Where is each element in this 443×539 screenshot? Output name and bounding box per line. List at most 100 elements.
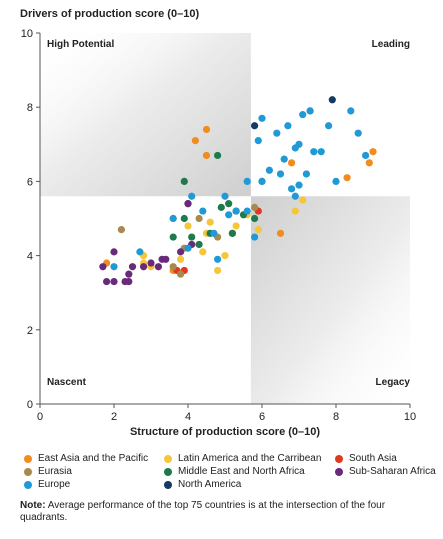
data-point <box>140 263 148 271</box>
data-point <box>188 233 196 241</box>
data-point <box>295 181 303 189</box>
legend-dot-icon <box>164 480 172 489</box>
legend-item-north-america: North America <box>164 479 335 490</box>
legend-row: East Asia and the Pacific Latin America … <box>24 452 434 465</box>
quadrant-shading <box>40 33 410 404</box>
data-point <box>202 151 211 160</box>
data-point <box>184 222 192 230</box>
legend-label: South Asia <box>349 453 397 464</box>
data-point <box>232 222 240 230</box>
data-point <box>221 252 229 260</box>
scatter-chart: 0 2 4 6 8 10 0 2 4 6 8 10 Drivers of production sco… <box>20 8 416 438</box>
legend-row: Eurasia Middle East and North Africa Sub… <box>24 465 436 478</box>
data-point <box>365 159 373 167</box>
legend-dot-icon <box>24 480 32 489</box>
data-point <box>332 177 340 185</box>
data-point <box>210 229 218 237</box>
data-point <box>177 248 185 256</box>
data-point <box>169 233 177 241</box>
data-point <box>225 211 233 219</box>
data-point <box>110 248 118 256</box>
y-tick-label: 8 <box>27 102 33 114</box>
legend-label: Europe <box>38 479 71 490</box>
data-point <box>214 255 222 263</box>
data-point <box>243 177 251 185</box>
quadrant-label-nascent: Nascent <box>47 377 87 388</box>
legend-dot-icon <box>335 454 343 463</box>
data-point <box>306 107 314 115</box>
legend-item-eurasia: Eurasia <box>24 466 164 477</box>
data-point <box>276 229 285 237</box>
data-point <box>243 207 251 215</box>
series-europe <box>110 107 370 271</box>
footnote: Note: Average performance of the top 75 … <box>20 500 430 524</box>
data-point <box>276 170 285 178</box>
legend-dot-icon <box>164 454 172 463</box>
data-point <box>184 200 192 208</box>
axes: 0 2 4 6 8 10 0 2 4 6 8 10 <box>21 28 416 423</box>
x-tick-label: 2 <box>111 411 117 423</box>
legend-label: East Asia and the Pacific <box>38 453 149 464</box>
data-point <box>110 263 118 271</box>
data-point <box>184 244 192 252</box>
quadrant-label-high-potential: High Potential <box>47 39 114 50</box>
data-point <box>180 177 188 185</box>
legend-item-east-asia: East Asia and the Pacific <box>24 453 164 464</box>
data-point <box>254 226 262 234</box>
data-point <box>214 151 222 160</box>
data-point <box>273 129 281 137</box>
data-point <box>154 263 162 271</box>
y-tick-label: 0 <box>27 399 33 411</box>
data-point <box>258 177 266 185</box>
data-point <box>99 263 107 271</box>
data-point <box>225 200 233 208</box>
y-tick-label: 2 <box>27 325 33 337</box>
y-tick-label: 6 <box>27 176 33 188</box>
data-point <box>302 170 310 178</box>
data-point <box>291 192 299 200</box>
data-point <box>265 166 273 174</box>
legend-item-latin-america: Latin America and the Carribean <box>164 453 335 464</box>
y-tick-label: 10 <box>21 28 33 40</box>
data-point <box>299 111 307 119</box>
data-point <box>369 148 377 156</box>
data-point <box>217 203 225 211</box>
data-point <box>162 255 170 263</box>
data-point <box>125 270 133 278</box>
legend-label: Latin America and the Carribean <box>178 453 322 464</box>
data-point <box>195 214 203 223</box>
data-point <box>232 207 240 215</box>
x-tick-label: 8 <box>333 411 339 423</box>
data-point <box>291 207 299 215</box>
data-point <box>251 214 259 223</box>
legend-item-south-asia: South Asia <box>335 453 434 464</box>
data-point <box>228 229 236 237</box>
data-point <box>125 277 133 286</box>
y-tick-label: 4 <box>27 251 33 263</box>
legend-label: North America <box>178 479 242 490</box>
data-point <box>362 151 370 160</box>
legend-dot-icon <box>24 467 32 476</box>
data-point <box>254 136 262 145</box>
data-point <box>347 107 355 115</box>
data-point <box>295 140 303 148</box>
data-point <box>310 148 318 156</box>
legend-row: Europe North America <box>24 478 434 491</box>
legend-dot-icon <box>335 467 343 476</box>
data-point <box>251 122 259 130</box>
quadrant-high-potential-shade <box>40 33 251 197</box>
legend-item-sub-saharan-africa: Sub-Saharan Africa <box>335 466 436 477</box>
data-point <box>177 270 185 278</box>
x-tick-label: 10 <box>404 411 416 423</box>
data-point <box>188 192 196 200</box>
data-point <box>177 255 185 263</box>
data-point <box>258 114 266 122</box>
note-text: Average performance of the top 75 countr… <box>20 500 386 523</box>
legend-label: Middle East and North Africa <box>178 466 305 477</box>
data-point <box>343 174 351 182</box>
series-sub-saharan-africa <box>99 200 196 286</box>
quadrant-label-legacy: Legacy <box>376 377 411 388</box>
data-point <box>147 259 155 267</box>
data-point <box>169 214 177 223</box>
series-eurasia <box>117 203 259 278</box>
